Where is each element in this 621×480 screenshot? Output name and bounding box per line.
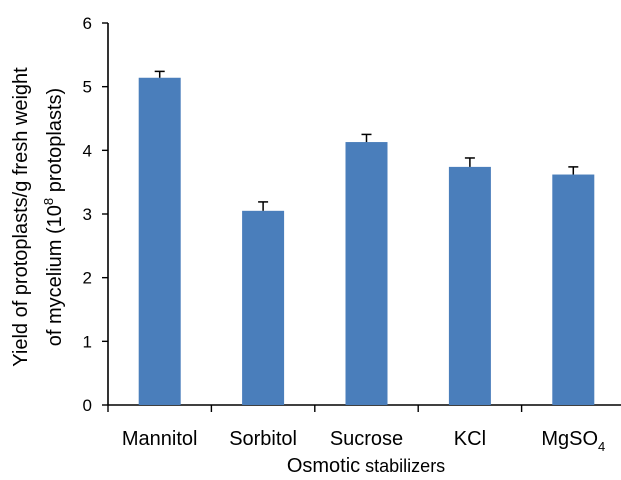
y-axis-title-line1: Yield of protoplasts/g fresh weight [10,67,32,367]
y-tick-label: 6 [83,14,92,33]
x-category-label: Mannitol [122,428,198,450]
bar [345,142,388,405]
x-category-label: Sorbitol [229,428,297,450]
chart-axes [102,22,621,412]
bar [448,166,491,405]
y-tick-label: 0 [83,396,92,415]
bar [242,210,285,405]
bars-group [138,77,595,406]
x-axis-title-part1: Osmotic [287,455,360,477]
x-category-labels: Mannitol Sorbitol Sucrose KCl MgSO4 [122,428,605,454]
y-tick-labels: 0 1 2 3 4 5 6 [83,14,92,415]
x-category-label: KCl [454,428,486,450]
bar [138,77,181,406]
x-axis-title-part2: stabilizers [360,456,445,476]
y-tick-label: 1 [83,332,92,351]
y-tick-label: 4 [83,141,92,160]
y-axis-title-line2: of mycelium (108 protoplasts) [41,88,66,346]
error-bars-group [154,70,579,211]
x-axis-title: Osmotic stabilizers [287,455,445,477]
y-axis-title-line2-a: of mycelium (10 [44,205,66,346]
x-category-label: Sucrose [330,428,403,450]
y-tick-label: 5 [83,78,92,97]
y-axis-title-line2-b: protoplasts) [44,88,66,198]
y-tick-label: 2 [83,269,92,288]
y-axis-title-sup: 8 [41,198,56,205]
bar [552,174,595,405]
y-tick-label: 3 [83,205,92,224]
x-category-label: MgSO4 [541,428,605,454]
